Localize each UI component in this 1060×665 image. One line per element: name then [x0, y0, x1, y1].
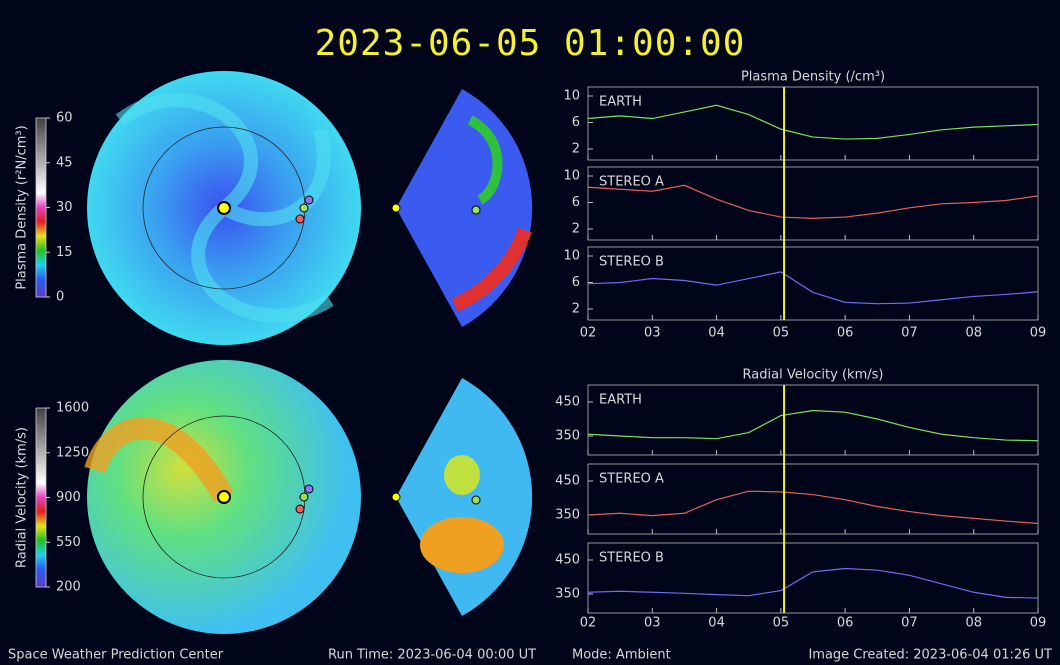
panel-label: STEREO B [599, 551, 664, 566]
panel [587, 86, 1039, 161]
y-tick-label: 10 [563, 169, 580, 184]
x-tick-label: 05 [773, 616, 790, 631]
colorbar-tick-label: 45 [56, 155, 73, 170]
x-tick-label: 02 [580, 616, 597, 631]
panel-label: EARTH [599, 95, 642, 110]
y-tick-label: 450 [555, 473, 580, 488]
panel-label: EARTH [599, 393, 642, 408]
x-tick-label: 09 [1030, 616, 1047, 631]
colorbar-tick-label: 0 [56, 290, 64, 305]
x-tick-label: 07 [901, 616, 918, 631]
timestamp: 2023-06-05 01:00:00 [315, 23, 746, 64]
y-tick-label: 2 [572, 222, 580, 237]
panel [587, 166, 1039, 241]
footer-run-time: Run Time: 2023-06-04 00:00 UT [328, 648, 536, 663]
colorbar-label: Plasma Density (r²N/cm³) [15, 125, 30, 289]
chart-title: Plasma Density (/cm³) [741, 70, 885, 85]
colorbar-tick-label: 30 [56, 200, 73, 215]
panel-label: STEREO A [599, 472, 664, 487]
y-tick-label: 10 [563, 249, 580, 264]
x-tick-label: 05 [773, 326, 790, 341]
footer-center: Space Weather Prediction Center [8, 648, 224, 663]
y-tick-label: 6 [572, 275, 580, 290]
y-tick-label: 350 [555, 428, 580, 443]
panel [587, 542, 1039, 614]
colorbar-tick-label: 15 [56, 245, 73, 260]
x-tick-label: 04 [708, 616, 725, 631]
y-tick-label: 350 [555, 507, 580, 522]
series-line [587, 271, 1039, 305]
x-tick-label: 09 [1030, 326, 1047, 341]
x-tick-label: 02 [580, 326, 597, 341]
y-tick-label: 6 [572, 115, 580, 130]
colorbar-label: Radial Velocity (km/s) [15, 427, 30, 568]
x-tick-label: 06 [837, 326, 854, 341]
chart-title: Radial Velocity (km/s) [743, 368, 884, 383]
x-tick-label: 04 [708, 326, 725, 341]
y-tick-label: 350 [555, 586, 580, 601]
density-map [87, 71, 533, 345]
x-tick-label: 03 [644, 616, 661, 631]
panel [587, 463, 1039, 535]
colorbar [35, 407, 47, 588]
series-line [587, 409, 1039, 442]
y-tick-label: 2 [572, 142, 580, 157]
series-line [587, 567, 1039, 599]
footer-created: Image Created: 2023-06-04 01:26 UT [808, 648, 1052, 663]
x-tick-label: 03 [644, 326, 661, 341]
colorbar-tick-label: 1600 [56, 401, 89, 416]
x-tick-label: 07 [901, 326, 918, 341]
panel-label: STEREO B [599, 255, 664, 270]
footer-mode: Mode: Ambient [572, 648, 671, 663]
series-line [587, 490, 1039, 525]
colorbar-tick-label: 900 [56, 490, 81, 505]
velocity-map [84, 360, 533, 634]
series-line [587, 184, 1039, 220]
y-tick-label: 10 [563, 89, 580, 104]
x-tick-label: 08 [965, 616, 982, 631]
series-line [587, 104, 1039, 140]
colorbar-tick-label: 200 [56, 580, 81, 595]
panel-label: STEREO A [599, 175, 664, 190]
y-tick-label: 450 [555, 394, 580, 409]
colorbar-tick-label: 1250 [56, 445, 89, 460]
y-tick-label: 6 [572, 195, 580, 210]
colorbar-tick-label: 60 [56, 111, 73, 126]
x-tick-label: 08 [965, 326, 982, 341]
x-tick-label: 06 [837, 616, 854, 631]
colorbar-tick-label: 550 [56, 535, 81, 550]
colorbar [35, 117, 47, 298]
y-tick-label: 2 [572, 302, 580, 317]
y-tick-label: 450 [555, 552, 580, 567]
panel [587, 384, 1039, 456]
